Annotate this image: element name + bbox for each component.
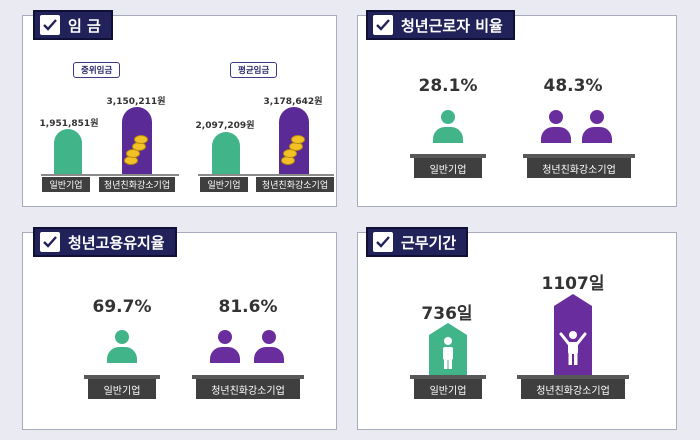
ratio-general-label: 일반기업 <box>410 154 486 178</box>
median-general-bar <box>54 129 82 174</box>
average-general-value: 2,097,209원 <box>195 121 255 131</box>
building-icon <box>429 323 467 375</box>
building-icon <box>554 294 592 375</box>
ratio-youth-label: 청년친화강소기업 <box>523 154 635 178</box>
person-icon <box>433 110 463 144</box>
median-youth-value: 3,150,211원 <box>106 97 166 107</box>
retention-youth-value: 81.6% <box>218 297 278 317</box>
wage-title: 임 금 <box>68 16 101 35</box>
check-icon <box>40 15 60 35</box>
median-general-label: 일반기업 <box>42 177 90 192</box>
tenure-panel: 근무기간 736일 일반기업 1107일 청년친화강소기업 <box>357 227 677 430</box>
youth-ratio-panel: 청년근로자 비율 28.1% 일반기업 48.3% 청년친화강소기업 <box>357 10 677 207</box>
retention-youth-label: 청년친화강소기업 <box>192 375 304 399</box>
check-icon <box>373 232 393 252</box>
retention-title: 청년고용유지율 <box>68 233 165 252</box>
youth-ratio-title-tab: 청년근로자 비율 <box>366 10 515 40</box>
person-icon <box>582 110 612 144</box>
average-wage-pill: 평균임금 <box>230 62 278 78</box>
tenure-youth-value: 1107일 <box>541 274 605 294</box>
person-icon <box>210 330 240 364</box>
retention-general-value: 69.7% <box>92 297 152 317</box>
average-general-label: 일반기업 <box>200 177 248 192</box>
tenure-title-tab: 근무기간 <box>366 227 469 257</box>
median-general-value: 1,951,851원 <box>39 119 99 129</box>
youth-ratio-title: 청년근로자 비율 <box>401 16 503 35</box>
average-general-bar <box>212 132 240 174</box>
average-youth-value: 3,178,642원 <box>263 97 323 107</box>
ratio-youth-value: 48.3% <box>543 76 603 96</box>
check-icon <box>40 232 60 252</box>
retention-general-label: 일반기업 <box>84 375 160 399</box>
median-wage-pill: 중위임금 <box>73 62 121 78</box>
tenure-title: 근무기간 <box>401 233 457 252</box>
average-ground-line <box>198 174 334 176</box>
tenure-general-value: 736일 <box>421 304 473 324</box>
retention-title-tab: 청년고용유지율 <box>33 227 177 257</box>
ratio-general-value: 28.1% <box>418 76 478 96</box>
person-icon <box>541 110 571 144</box>
retention-panel: 청년고용유지율 69.7% 일반기업 81.6% 청년친화강소기업 <box>22 227 337 430</box>
tenure-general-label: 일반기업 <box>410 375 486 399</box>
median-youth-label: 청년친화강소기업 <box>99 177 175 192</box>
wage-panel: 임 금 중위임금 1,951,851원 3,150,211원 일반기업 청년친화… <box>22 10 337 207</box>
tenure-youth-label: 청년친화강소기업 <box>517 375 629 399</box>
check-icon <box>373 15 393 35</box>
wage-title-tab: 임 금 <box>33 10 113 40</box>
median-ground-line <box>41 174 179 176</box>
person-icon <box>107 330 137 364</box>
average-youth-label: 청년친화강소기업 <box>256 177 334 192</box>
person-icon <box>254 330 284 364</box>
